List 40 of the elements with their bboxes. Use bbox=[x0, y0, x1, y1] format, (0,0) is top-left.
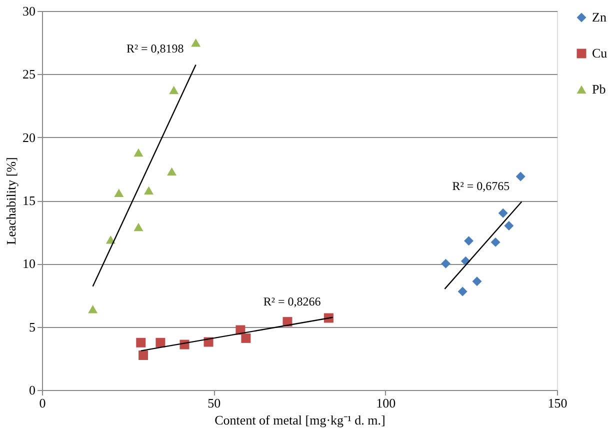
point bbox=[490, 237, 500, 247]
y-axis-title: Leachability [%] bbox=[4, 157, 18, 245]
point bbox=[156, 338, 166, 348]
y-tick-label: 5 bbox=[29, 319, 36, 334]
x-tick-label: 100 bbox=[376, 396, 396, 410]
x-axis-title: Content of metal [mg·kg⁻¹ d. m.] bbox=[214, 412, 386, 428]
x-tick-label: 50 bbox=[208, 396, 221, 410]
point bbox=[441, 258, 451, 268]
y-tick-label: 10 bbox=[22, 256, 36, 272]
y-tick-label: 20 bbox=[22, 130, 36, 145]
point bbox=[114, 188, 124, 198]
x-tick-label: 0 bbox=[39, 396, 46, 410]
annotation: R² = 0,8198 bbox=[126, 42, 184, 56]
point bbox=[167, 167, 177, 176]
y-tick-label: 15 bbox=[22, 193, 36, 208]
point bbox=[241, 333, 251, 343]
point bbox=[191, 38, 201, 47]
point bbox=[106, 236, 116, 244]
point bbox=[458, 286, 468, 296]
y-tick-label: 0 bbox=[29, 382, 36, 398]
annotation: R² = 0,6765 bbox=[452, 178, 510, 193]
point bbox=[136, 338, 146, 348]
point bbox=[504, 221, 514, 231]
point bbox=[169, 86, 179, 94]
annotation: R² = 0,8266 bbox=[263, 294, 321, 308]
point bbox=[134, 148, 144, 157]
point bbox=[88, 305, 98, 314]
y-tick-label: 30 bbox=[22, 4, 36, 18]
point bbox=[144, 186, 154, 194]
y-tick-label: 25 bbox=[22, 66, 36, 82]
point bbox=[498, 208, 508, 218]
point bbox=[472, 276, 482, 286]
point bbox=[516, 172, 526, 182]
legend-label: Zn bbox=[592, 10, 607, 24]
x-tick-label: 150 bbox=[548, 396, 568, 410]
point bbox=[464, 236, 474, 246]
point bbox=[134, 222, 144, 232]
legend-label: Pb bbox=[592, 82, 606, 96]
point bbox=[138, 350, 148, 360]
legend-label: Cu bbox=[592, 46, 608, 60]
